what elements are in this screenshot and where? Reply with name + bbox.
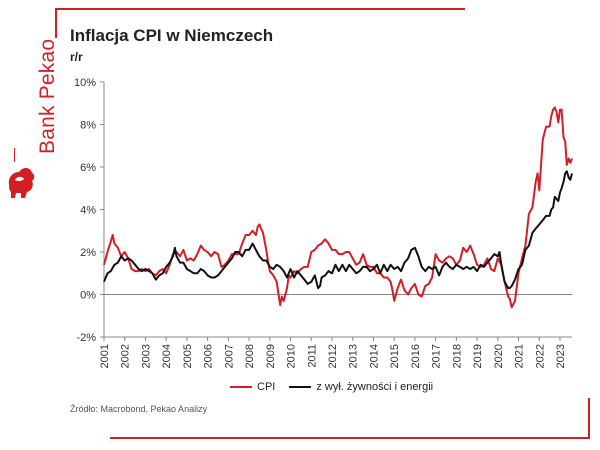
x-tick-label: 2018	[451, 344, 463, 368]
x-tick-label: 2008	[244, 344, 256, 368]
x-tick-label: 2004	[161, 344, 173, 368]
frame-bottom-line	[110, 437, 590, 439]
legend-item-core: z wył. żywności i energii	[289, 381, 433, 393]
x-tick-label: 2015	[389, 344, 401, 368]
x-tick-label: 2011	[306, 344, 318, 368]
legend-label-core: z wył. żywności i energii	[316, 381, 434, 393]
y-tick-label: 10%	[74, 77, 96, 89]
source-note: Źródło: Macrobond, Pekao Analizy	[70, 404, 208, 414]
frame-side-line	[55, 8, 57, 38]
y-tick-label: 6%	[80, 162, 96, 174]
y-tick-label: 0%	[80, 290, 96, 302]
y-tick-label: -2%	[76, 332, 96, 344]
x-tick-label: 2002	[120, 344, 132, 368]
legend-label-cpi: CPI	[257, 381, 276, 393]
x-tick-label: 2012	[327, 344, 339, 368]
legend-swatch-cpi	[230, 386, 252, 388]
y-tick-label: 2%	[80, 247, 96, 259]
x-tick-label: 2006	[203, 344, 215, 368]
bison-logo-icon	[8, 167, 35, 198]
frame-right-line	[588, 398, 590, 439]
x-tick-label: 2003	[140, 344, 152, 368]
x-tick-label: 2013	[348, 344, 360, 368]
x-tick-label: 2023	[555, 344, 567, 368]
x-tick-label: 2009	[265, 344, 277, 368]
y-tick-label: 8%	[80, 120, 96, 132]
x-tick-label: 2007	[223, 344, 235, 368]
legend-item-cpi: CPI	[230, 381, 275, 393]
chart-subtitle: r/r	[70, 50, 83, 64]
x-tick-label: 2020	[493, 344, 505, 368]
x-tick-label: 2019	[472, 344, 484, 368]
legend-swatch-core	[289, 386, 312, 388]
x-tick-label: 2021	[514, 344, 526, 368]
x-tick-label: 2005	[182, 344, 194, 368]
x-tick-label: 2022	[534, 344, 546, 368]
series-line-core	[103, 170, 573, 290]
frame-top-line	[55, 8, 465, 10]
x-tick-label: 2001	[99, 344, 111, 368]
x-tick-label: 2016	[410, 344, 422, 368]
chart-title: Inflacja CPI w Niemczech	[70, 26, 274, 45]
x-tick-label: 2014	[368, 344, 380, 368]
series-line-cpi	[103, 106, 573, 309]
y-tick-label: 4%	[80, 205, 96, 217]
x-tick-label: 2017	[431, 344, 443, 368]
brand-divider	[14, 148, 15, 162]
chart-legend: CPI z wył. żywności i energii	[230, 381, 433, 393]
x-tick-label: 2010	[286, 344, 298, 368]
